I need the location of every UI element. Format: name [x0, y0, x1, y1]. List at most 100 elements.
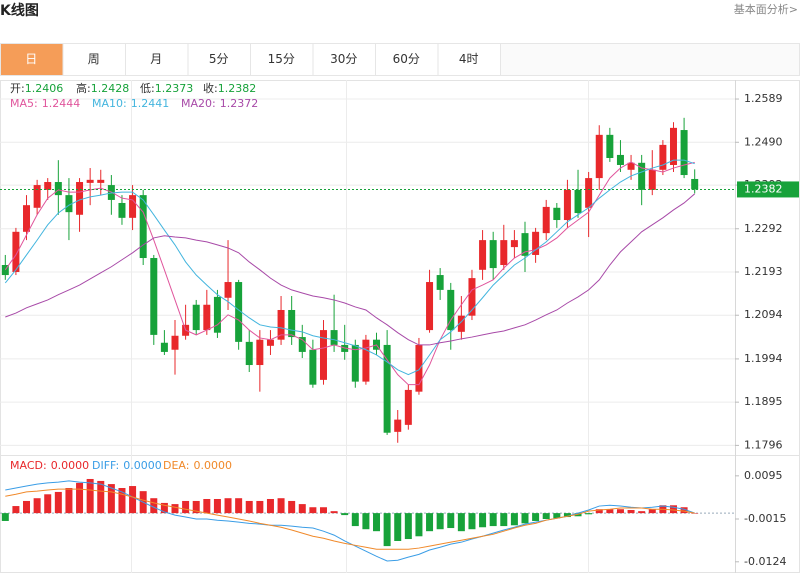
macd-bar	[213, 498, 221, 514]
tab-label[interactable]: 周	[88, 52, 100, 66]
candle-body	[203, 304, 211, 331]
candle-body	[256, 339, 264, 366]
tab-background	[375, 43, 439, 76]
candle-body	[606, 134, 614, 158]
candle-body	[298, 337, 306, 352]
candle-body	[245, 341, 253, 366]
y-tick-label: 1.1796	[744, 438, 783, 451]
period-tabs: 日 周 月 5分 15分 30分 60分 4时	[0, 43, 800, 76]
tab-label[interactable]: 60分	[393, 52, 420, 66]
candle-body	[150, 258, 158, 335]
macd-bar	[648, 509, 656, 514]
tab[interactable]: 4时	[437, 43, 501, 76]
candle-body	[23, 205, 31, 232]
y-tick-label: -0.0015	[744, 512, 786, 525]
moving-average-line	[4, 161, 695, 386]
readout-label: MA20:	[181, 97, 216, 110]
candle-body	[521, 233, 529, 256]
macd-bar	[54, 491, 62, 514]
candle-body	[691, 178, 699, 190]
y-tick-label: 1.2292	[744, 222, 783, 235]
candle-body	[510, 240, 518, 248]
tab[interactable]: 月	[125, 43, 189, 76]
candle-body	[669, 127, 677, 165]
candle-body	[595, 134, 603, 179]
tab[interactable]: 15分	[250, 43, 314, 76]
candle-body	[553, 207, 561, 221]
macd-bar	[351, 513, 359, 527]
tab[interactable]: 周	[62, 43, 126, 76]
macd-bar	[288, 500, 296, 514]
macd-bar	[107, 484, 115, 514]
candle-body	[12, 231, 20, 272]
candle-body	[585, 178, 593, 208]
tab[interactable]: 60分	[375, 43, 439, 76]
macd-readout: DIFF: 0.0000	[92, 459, 162, 472]
macd-bar	[182, 500, 190, 514]
tab[interactable]: 日	[0, 43, 64, 76]
readout-value: 1.2372	[220, 97, 259, 110]
candle-body	[436, 275, 444, 290]
macd-bar	[150, 498, 158, 514]
macd-bar	[638, 511, 646, 514]
candle-body	[76, 182, 84, 215]
candle-body	[426, 282, 434, 331]
fundamental-link[interactable]: 基本面分析>	[734, 2, 798, 16]
candle-body	[415, 344, 423, 392]
last-price-label: 1.2382	[744, 182, 783, 195]
candle-body	[383, 344, 391, 433]
macd-bar	[457, 513, 465, 532]
readout-label: MACD:	[10, 459, 47, 472]
macd-bar	[341, 513, 349, 516]
tab-background	[187, 43, 251, 76]
candle-body	[680, 130, 688, 176]
candle-body	[489, 240, 497, 269]
tab-label[interactable]: 4时	[459, 52, 479, 66]
candle-body	[160, 342, 168, 352]
tab[interactable]: 5分	[187, 43, 251, 76]
macd-bar	[489, 513, 497, 527]
readout-label: 低:	[140, 82, 155, 95]
candle-body	[118, 202, 126, 218]
macd-bar	[298, 504, 306, 514]
tab-label[interactable]: 30分	[330, 52, 357, 66]
tab-label[interactable]: 15分	[268, 52, 295, 66]
macd-bar	[235, 498, 243, 514]
y-tick-label: 1.2193	[744, 265, 783, 278]
macd-bar	[468, 513, 476, 530]
macd-bar	[277, 498, 285, 514]
y-tick-label: 1.2589	[744, 92, 783, 105]
candle-body	[129, 195, 137, 218]
readout-value: 0.0000	[51, 459, 90, 472]
candle-body	[627, 162, 635, 170]
macd-bar	[319, 507, 327, 514]
macd-bar	[383, 513, 391, 547]
macd-bar	[553, 513, 561, 519]
tab-background	[250, 43, 314, 76]
macd-line	[5, 488, 695, 550]
tab-label[interactable]: 5分	[209, 52, 229, 66]
y-tick-label: 1.2094	[744, 308, 783, 321]
candle-body	[86, 179, 94, 183]
macd-bar	[118, 488, 126, 514]
macd-readout: DEA: 0.0000	[163, 459, 232, 472]
ohlc-readout: 低:1.2373	[140, 82, 193, 95]
macd-bar	[160, 502, 168, 514]
candle-body	[33, 185, 41, 208]
tab[interactable]: 30分	[312, 43, 376, 76]
candle-body	[192, 304, 200, 331]
macd-bar	[447, 513, 455, 529]
macd-bar	[171, 504, 179, 514]
macd-bar	[404, 513, 412, 540]
plot-layer	[0, 117, 735, 562]
candle-body	[447, 289, 455, 331]
candle-body	[351, 344, 359, 382]
tab-label[interactable]: 日	[25, 52, 37, 66]
ma-readout: MA20: 1.2372	[181, 97, 258, 110]
tab-label[interactable]: 月	[150, 52, 162, 66]
ohlc-readout: 高:1.2428	[76, 81, 129, 95]
readout-value: 1.2441	[131, 97, 170, 110]
readout-label: MA10:	[92, 97, 127, 110]
readout-label: MA5:	[10, 97, 38, 110]
candle-body	[563, 189, 571, 221]
